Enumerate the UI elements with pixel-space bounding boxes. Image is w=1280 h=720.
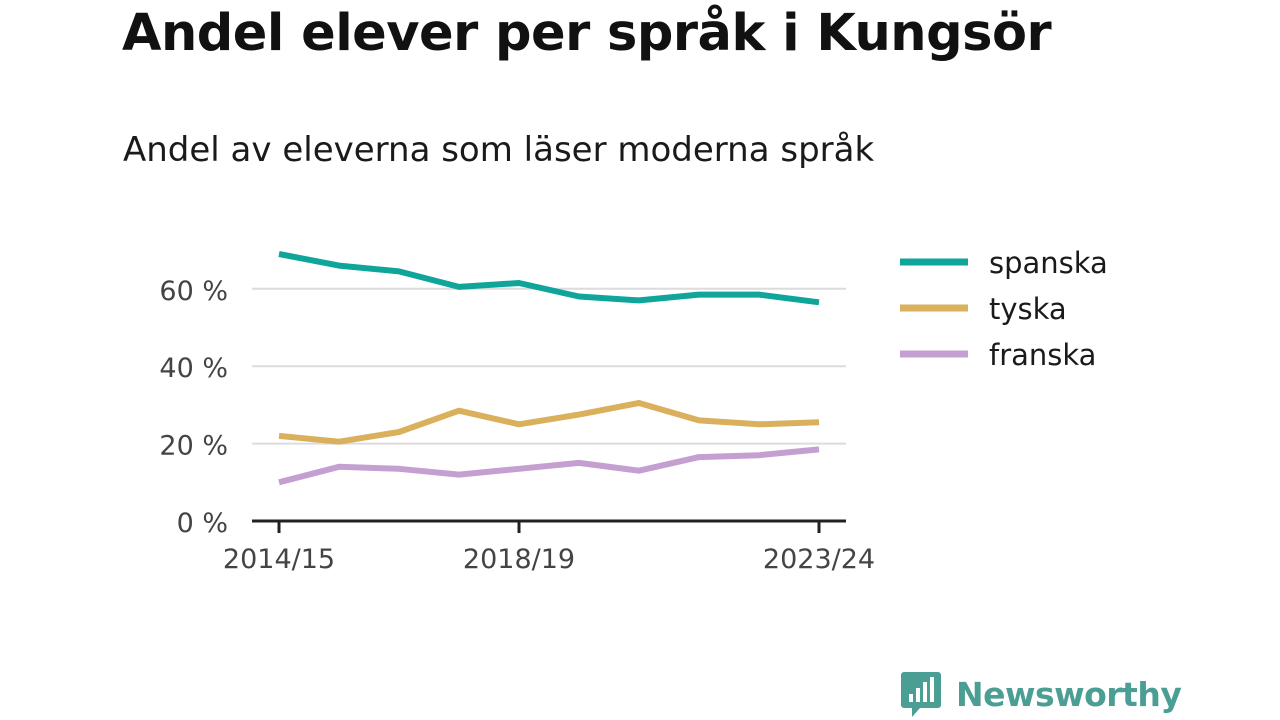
legend-label-franska: franska	[989, 338, 1096, 372]
x-tick-label: 2018/19	[463, 544, 575, 575]
chart-title: Andel elever per språk i Kungsör	[122, 4, 1052, 63]
newsworthy-logo: Newsworthy	[900, 670, 1182, 718]
series-line-spanska	[278, 251, 820, 306]
y-tick-label: 40 %	[159, 353, 228, 384]
x-tick-label: 2014/15	[223, 544, 335, 575]
y-tick-label: 0 %	[177, 508, 228, 539]
y-tick-label: 20 %	[159, 431, 228, 462]
newsworthy-logo-text: Newsworthy	[956, 674, 1182, 714]
legend: spanska tyska franska	[900, 246, 1108, 372]
y-axis-tick-labels: 0 % 20 % 40 % 60 %	[159, 276, 228, 539]
x-tick-label: 2023/24	[763, 544, 875, 575]
x-axis-tick-labels: 2014/15 2018/19 2023/24	[223, 544, 875, 575]
series-lines	[278, 251, 820, 486]
legend-label-spanska: spanska	[989, 246, 1108, 280]
newsworthy-logo-icon	[901, 672, 941, 717]
series-line-tyska	[278, 400, 820, 445]
chart-subtitle: Andel av eleverna som läser moderna språ…	[123, 130, 875, 170]
legend-label-tyska: tyska	[989, 292, 1067, 326]
y-tick-label: 60 %	[159, 276, 228, 307]
series-line-franska	[278, 446, 820, 486]
x-axis	[252, 519, 846, 533]
